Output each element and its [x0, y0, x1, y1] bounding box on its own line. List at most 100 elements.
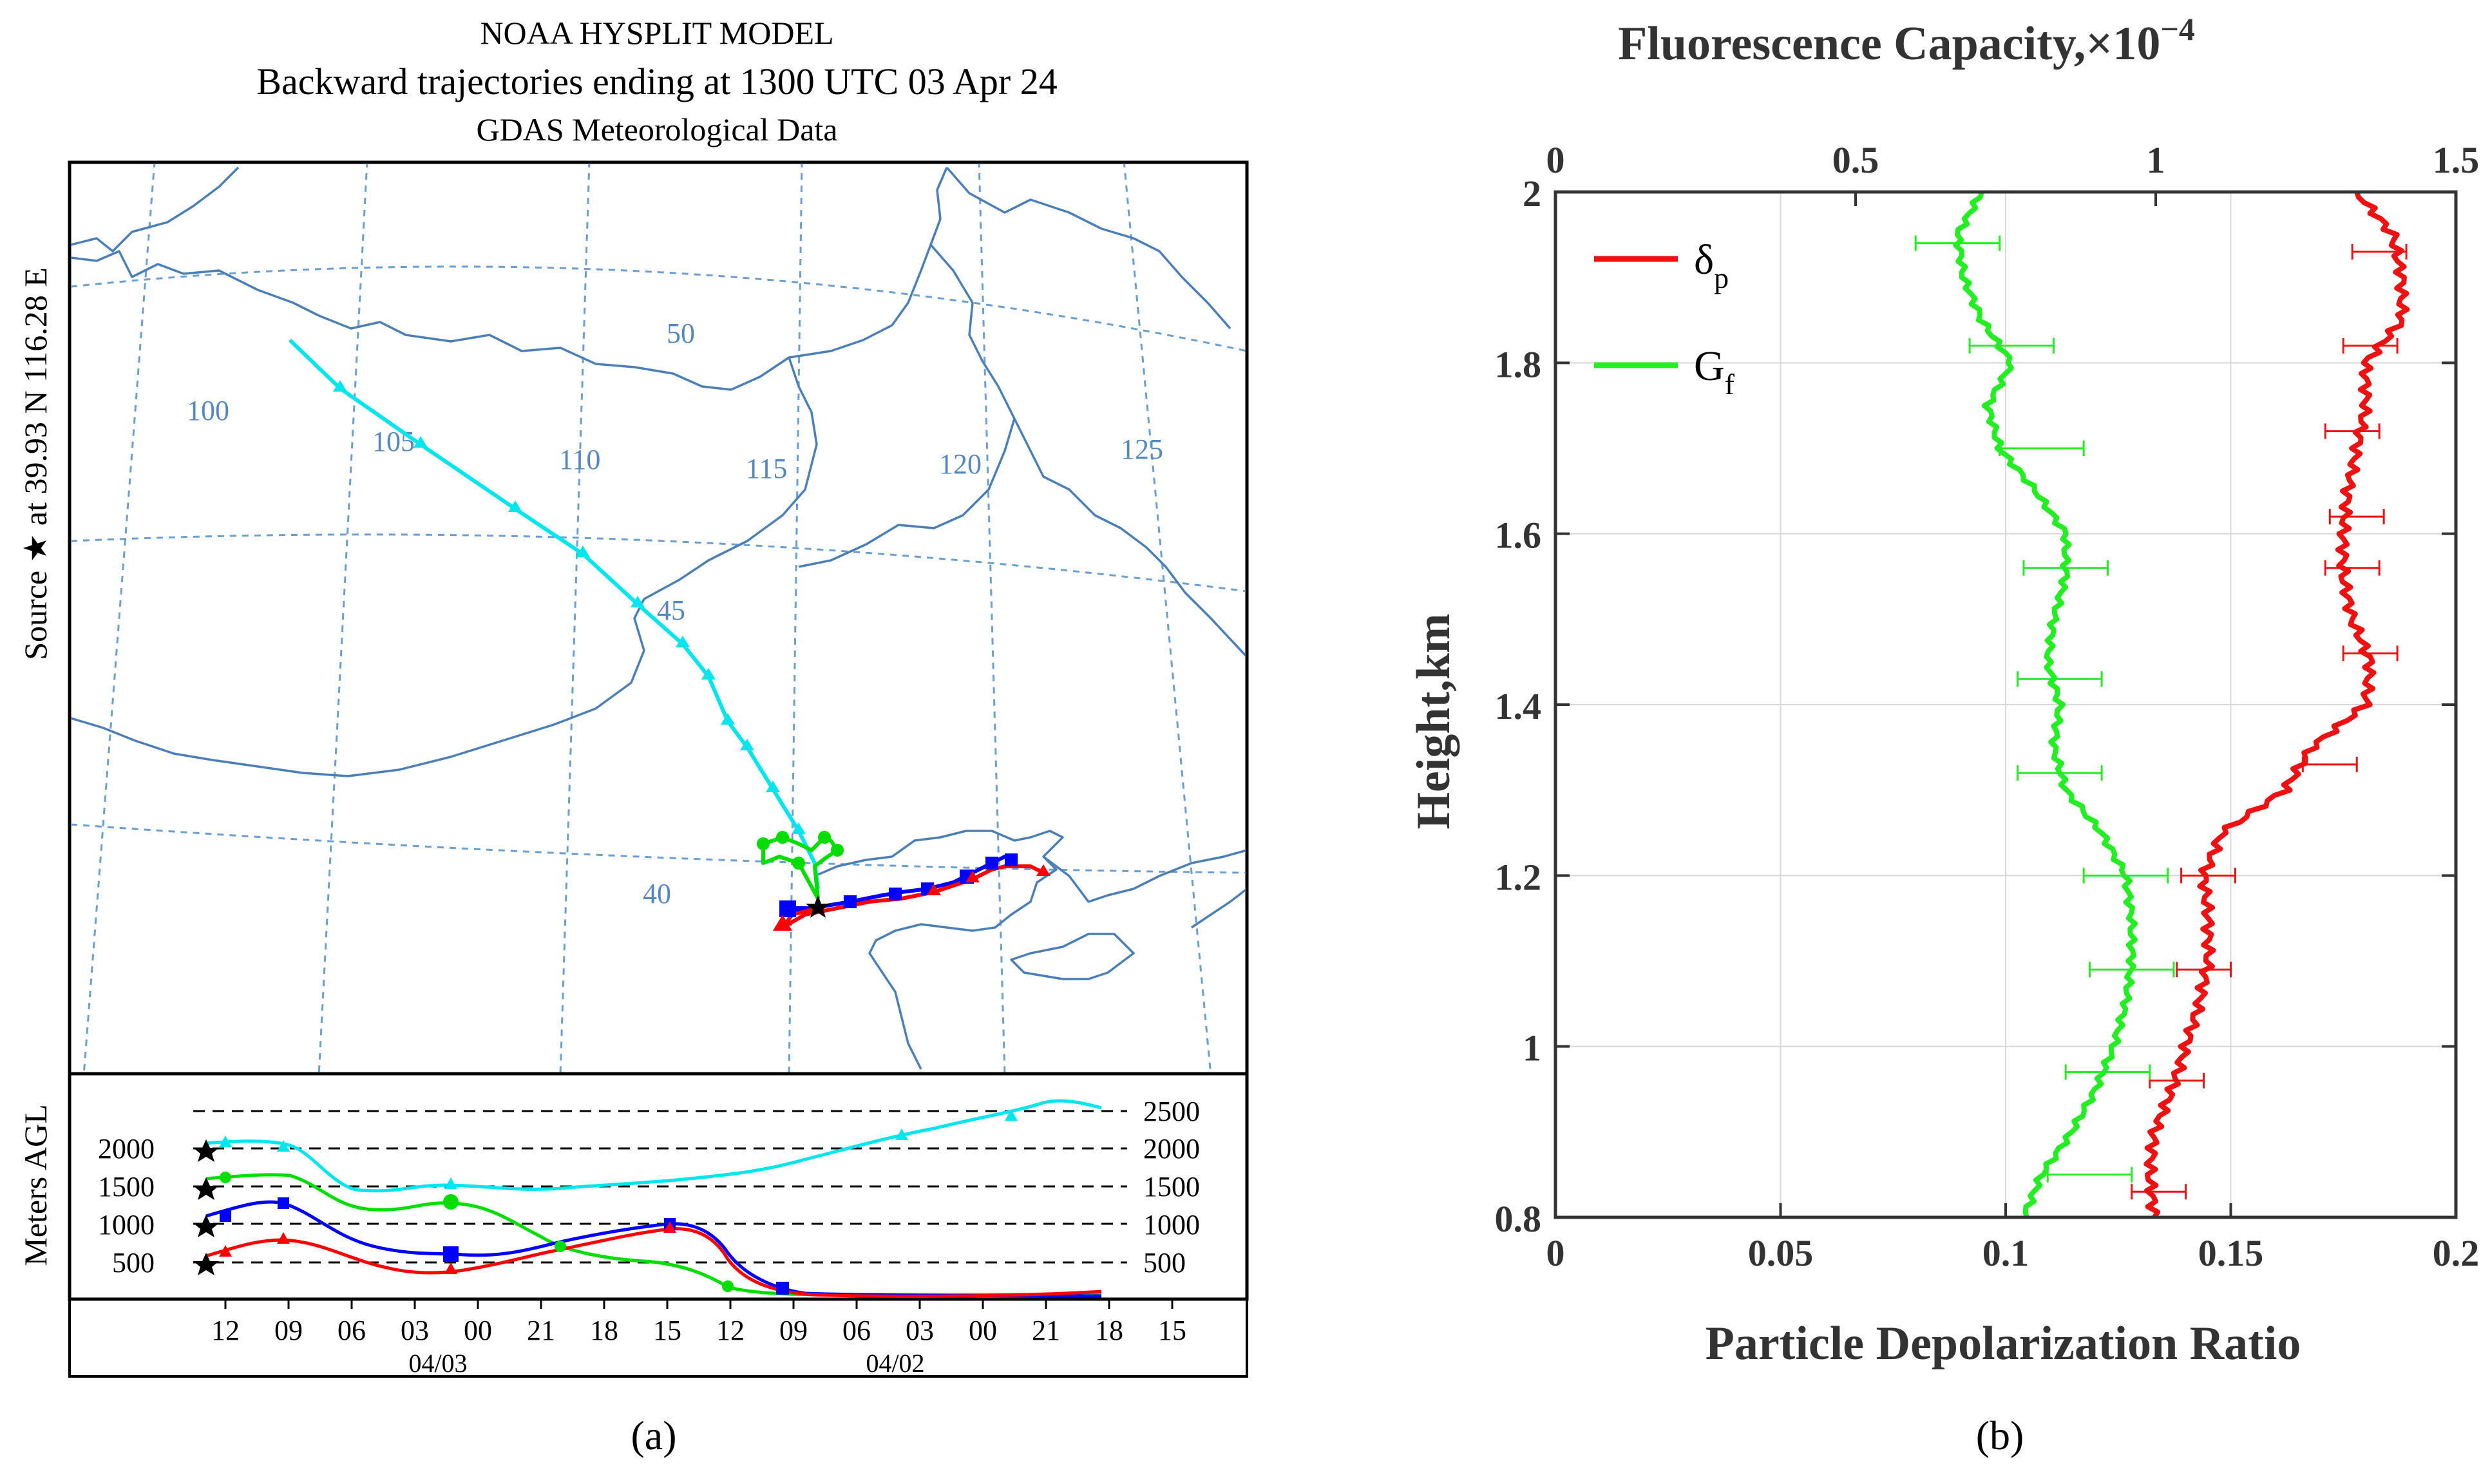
- right-label-500: 500: [1143, 1247, 1186, 1279]
- marker-500-3: [965, 871, 980, 882]
- top-axis-title-exponent: −4: [2160, 11, 2195, 47]
- marker-2000-8: [721, 713, 735, 725]
- lon-line-100: [82, 164, 156, 1072]
- hysplit-title-line2: Backward trajectories ending at 1300 UTC…: [256, 61, 1057, 102]
- ytick-label-2: 1.2: [1495, 856, 1542, 898]
- marker-1000-7: [1005, 853, 1018, 866]
- marker-1500-4: [831, 844, 844, 857]
- lat-line-45: [71, 533, 1246, 593]
- lat-label-50: 50: [667, 318, 695, 349]
- x2tick-label-2: 1: [2147, 139, 2165, 181]
- time-tick-label-15: 15: [1158, 1315, 1186, 1346]
- lat-label-40: 40: [643, 878, 671, 909]
- time-tick-label-3: 03: [401, 1315, 429, 1346]
- time-tick-label-10: 06: [842, 1315, 871, 1346]
- lon-line-125: [1123, 164, 1212, 1072]
- left-label-1500: 1500: [98, 1171, 155, 1203]
- right-label-2000: 2000: [1143, 1133, 1200, 1165]
- hmarker-500-3: [444, 1262, 457, 1274]
- caption-a: (a): [631, 1413, 676, 1458]
- star-icon-1000: [193, 1215, 219, 1237]
- hmarker-1000-5: [776, 1282, 789, 1295]
- left-label-500: 500: [112, 1247, 155, 1279]
- hmarker-500-2: [277, 1232, 290, 1244]
- border-east: [798, 243, 1016, 568]
- lon-label-110: 110: [559, 444, 600, 475]
- xtick-label-3: 0.15: [2198, 1232, 2264, 1274]
- source-location-label: Source ★ at 39.93 N 116.28 E: [17, 267, 53, 660]
- ytick-label-5: 1.8: [1495, 343, 1542, 385]
- traj-2000m-map: [288, 338, 820, 889]
- marker-2000-7: [701, 668, 716, 680]
- time-axis-frame: [68, 1298, 1248, 1378]
- ytick-label-4: 1.6: [1495, 515, 1542, 556]
- hmarker-1500-3: [555, 1241, 566, 1252]
- lat-line-40: [71, 823, 1246, 874]
- marker-2000-6: [676, 636, 690, 647]
- lat-line-50: [71, 265, 1246, 352]
- plot-error-bars: [1914, 235, 2408, 1200]
- x2tick-label-3: 1.5: [2433, 139, 2480, 181]
- hmarker-2000-4: [895, 1128, 908, 1140]
- marker-2000-2: [413, 436, 428, 448]
- hmarker-1500-2: [443, 1194, 459, 1210]
- border-east-2: [1013, 418, 1246, 658]
- hysplit-title-line1: NOAA HYSPLIT MODEL: [480, 15, 833, 51]
- lon-label-100: 100: [187, 395, 229, 426]
- right-label-1000: 1000: [1143, 1209, 1200, 1241]
- coast-korea: [1042, 849, 1246, 903]
- xtick-label-1: 0.05: [1748, 1232, 1814, 1274]
- lon-label-115: 115: [746, 453, 787, 484]
- coast-bohai: [814, 830, 1064, 1070]
- map-coastlines: [71, 166, 1246, 1070]
- x2tick-label-0: 0: [1546, 139, 1565, 181]
- plot-series: [1953, 191, 2410, 1219]
- hysplit-title-line3: GDAS Meteorological Data: [477, 111, 838, 147]
- height-traj-2000: [205, 1099, 1102, 1193]
- xtick-label-0: 0: [1546, 1232, 1565, 1274]
- latitude-gridlines: [71, 265, 1246, 874]
- map-trajectory-markers: [333, 380, 1050, 931]
- marker-1000-3: [889, 888, 902, 900]
- star-icon-2000: [193, 1139, 219, 1162]
- legend-sub-gf: f: [1725, 368, 1735, 401]
- xtick-label-4: 0.2: [2433, 1232, 2480, 1274]
- hmarker-2000-5: [1005, 1109, 1018, 1121]
- height-trajectories: [205, 1099, 1102, 1298]
- y-axis-title: Height,km: [1407, 613, 1460, 829]
- marker-500-1: [773, 915, 792, 931]
- marker-1500-1: [757, 837, 770, 850]
- left-label-2000: 2000: [98, 1133, 155, 1165]
- lat-label-45: 45: [657, 595, 685, 626]
- caption-b: (b): [1976, 1413, 2024, 1458]
- time-tick-label-4: 00: [464, 1315, 492, 1346]
- hmarker-1500-4: [722, 1280, 734, 1292]
- hmarker-1000-2: [278, 1197, 289, 1209]
- marker-2000-4: [576, 546, 590, 557]
- hmarker-500-4: [663, 1221, 676, 1233]
- top-axis-title-main: Fluorescence Capacity,×10: [1618, 17, 2160, 70]
- top-axis-title: Fluorescence Capacity,×10−4: [1618, 11, 2195, 70]
- marker-2000-9: [740, 739, 754, 750]
- marker-1000-1: [779, 900, 796, 917]
- border-south: [71, 357, 818, 777]
- height-axis-label: Meters AGL: [17, 1104, 53, 1266]
- time-tick-label-11: 03: [906, 1315, 934, 1346]
- border-north: [71, 167, 948, 391]
- time-tick-label-2: 06: [337, 1315, 366, 1346]
- marker-1500-2: [776, 831, 789, 844]
- marker-2000-10: [766, 781, 780, 792]
- border-northwest: [71, 166, 240, 252]
- time-tick-label-13: 21: [1032, 1315, 1060, 1346]
- right-label-2500: 2500: [1143, 1096, 1200, 1127]
- time-axis-ticks: 12 09 06 03 00 21 18 15 12 09 06 03 00 21 18 15: [211, 1299, 1186, 1346]
- lon-label-125: 125: [1121, 433, 1163, 465]
- traj-1500m-map: [761, 835, 839, 900]
- time-tick-label-6: 18: [590, 1315, 618, 1346]
- hmarker-1000-3: [443, 1246, 459, 1262]
- marker-1000-6: [985, 857, 998, 870]
- marker-1500-5: [792, 857, 805, 870]
- series-line-0: [2143, 191, 2410, 1219]
- ytick-label-6: 2: [1523, 173, 1541, 214]
- border-northeast: [946, 166, 1231, 330]
